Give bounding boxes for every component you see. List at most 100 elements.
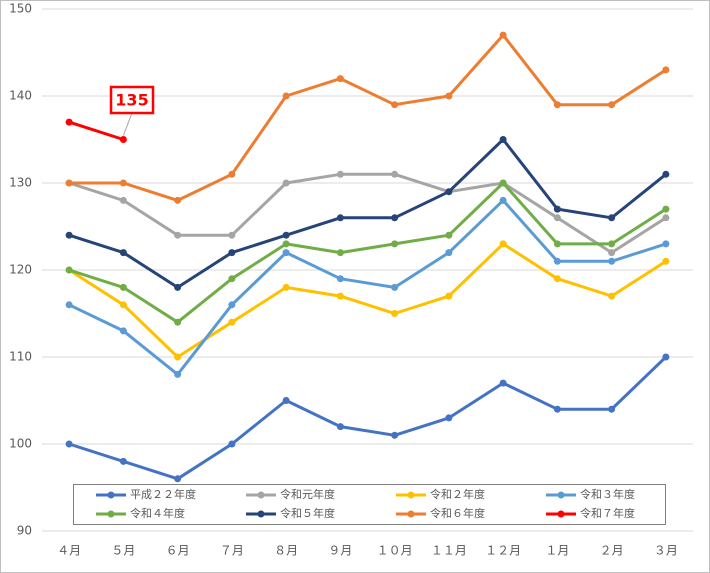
data-point [391,214,399,222]
x-tick-label: ５月 [111,544,135,558]
series-line [68,172,667,255]
x-tick-label: ２月 [600,544,624,558]
data-point [499,31,507,39]
data-point [499,379,507,387]
data-point [336,275,344,283]
data-point [608,214,616,222]
data-point [174,475,182,483]
legend-label: 平成２２年度 [130,487,196,501]
data-point [662,214,670,222]
data-point [445,249,453,257]
data-point [499,196,507,204]
x-tick-label: １月 [545,544,569,558]
data-point [608,257,616,265]
data-point [608,240,616,248]
data-point [445,414,453,422]
y-tick-label: 140 [9,89,32,103]
series-line [68,242,667,359]
data-point [662,170,670,178]
data-point [282,231,290,239]
data-point [608,249,616,257]
series-line [69,33,667,202]
legend-swatch-dot [107,510,115,518]
data-point [65,301,73,309]
data-point [553,275,561,283]
legend-label: 令和４年度 [130,506,185,520]
data-point [336,75,344,83]
data-point [228,249,236,257]
data-point [228,440,236,448]
x-tick-label: １１月 [431,544,467,558]
data-point [228,301,236,309]
data-point [65,440,73,448]
data-point [336,423,344,431]
data-point [65,266,73,274]
data-point [391,283,399,291]
data-point [336,170,344,178]
data-point [282,397,290,404]
data-point [174,196,182,204]
data-point [445,92,453,100]
data-point [391,170,399,178]
data-point [391,310,399,317]
data-point [336,214,344,222]
legend-label: 令和３年度 [580,487,635,501]
x-tick-label: ７月 [220,544,244,558]
data-point [445,188,453,196]
data-point [662,205,670,213]
x-tick-label: ６月 [166,544,190,558]
data-point [282,283,290,291]
data-point [119,301,127,309]
y-tick-label: 120 [9,263,32,277]
data-point [553,205,561,213]
legend-label: 令和元年度 [280,487,335,501]
callout-leader [122,112,133,136]
data-point [228,170,236,178]
data-point [174,370,182,378]
data-point [65,231,73,239]
data-point [445,231,453,239]
data-point [662,353,670,361]
data-point [174,353,182,361]
legend-label: 令和５年度 [280,506,335,520]
data-point [119,457,127,465]
series-line [68,138,667,289]
data-point [391,240,399,248]
legend-swatch-dot [107,491,115,499]
data-point [174,318,182,326]
data-point [174,283,182,291]
data-point [282,92,290,100]
data-point [391,431,399,439]
legend-label: 令和７年度 [580,506,635,520]
legend-swatch-dot [557,510,565,518]
x-tick-label: １０月 [377,544,413,558]
legend-label: 令和２年度 [430,487,485,501]
callout-box [109,85,155,115]
y-tick-label: 100 [9,437,32,451]
y-tick-label: 150 [9,2,32,16]
data-point [553,101,561,109]
y-tick-label: 130 [9,176,32,190]
series-line [68,355,667,481]
data-point [499,240,507,248]
data-point [499,179,507,187]
data-point [119,283,127,291]
legend-swatch-dot [407,491,415,499]
data-point [553,405,561,413]
data-point [445,292,453,300]
data-point [608,101,616,109]
data-point [553,214,561,222]
data-point [228,275,236,283]
data-point [662,257,670,265]
series-line [68,120,124,141]
data-point [608,292,616,300]
y-tick-label: 90 [17,524,32,538]
x-tick-label: ８月 [274,544,298,558]
series-line [68,198,667,376]
legend-swatch-dot [407,510,415,518]
data-point [119,179,127,187]
data-point [608,405,616,413]
y-tick-label: 110 [9,350,32,364]
legend-swatch-dot [257,510,265,518]
